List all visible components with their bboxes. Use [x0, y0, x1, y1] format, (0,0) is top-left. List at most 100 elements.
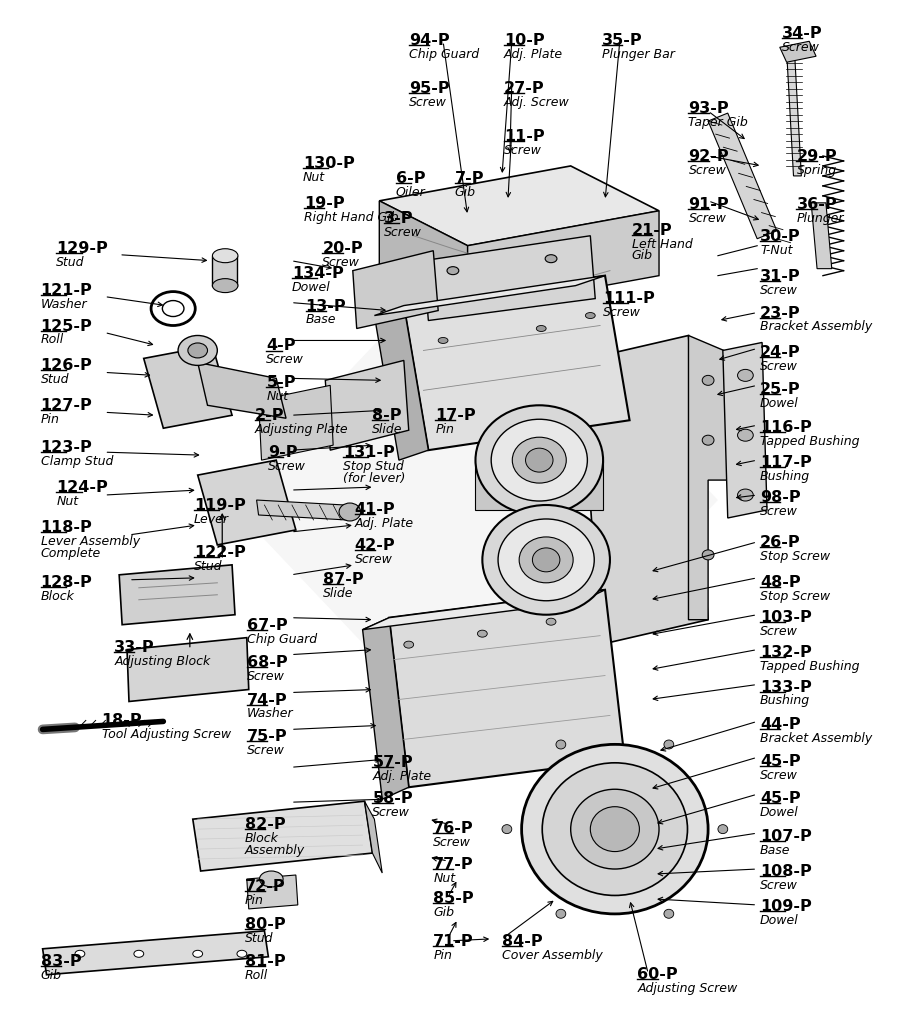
Text: Stop Screw: Stop Screw — [760, 590, 831, 603]
Text: 111-P: 111-P — [603, 290, 655, 306]
Text: 20-P: 20-P — [322, 241, 363, 256]
Text: 36-P: 36-P — [796, 197, 837, 212]
Text: 132-P: 132-P — [760, 645, 812, 659]
Text: Nut: Nut — [302, 171, 325, 184]
Text: 26-P: 26-P — [760, 535, 801, 550]
Polygon shape — [42, 931, 268, 975]
Text: 41-P: 41-P — [355, 502, 395, 517]
Ellipse shape — [237, 950, 247, 958]
Text: Slide: Slide — [323, 587, 354, 600]
Text: Stop Screw: Stop Screw — [760, 550, 831, 563]
Text: 84-P: 84-P — [502, 934, 543, 948]
Text: Stud: Stud — [194, 560, 222, 572]
Polygon shape — [198, 363, 286, 418]
Text: 19-P: 19-P — [303, 196, 345, 211]
Ellipse shape — [188, 343, 208, 358]
Text: 42-P: 42-P — [355, 538, 395, 553]
Text: Adjusting Screw: Adjusting Screw — [637, 982, 738, 994]
Text: 7-P: 7-P — [454, 171, 484, 186]
Text: 60-P: 60-P — [637, 967, 678, 982]
Text: Lever Assembly: Lever Assembly — [40, 535, 140, 548]
Text: 118-P: 118-P — [40, 520, 93, 535]
Text: 45-P: 45-P — [760, 791, 801, 806]
Text: Nut: Nut — [266, 390, 289, 404]
Text: 8-P: 8-P — [373, 408, 402, 423]
Text: 24-P: 24-P — [760, 345, 801, 361]
Text: 126-P: 126-P — [40, 359, 93, 373]
Text: Screw: Screw — [247, 669, 284, 683]
Text: Screw: Screw — [373, 806, 410, 820]
Polygon shape — [353, 250, 438, 328]
Text: Tapped Bushing: Tapped Bushing — [760, 659, 860, 672]
Text: Screw: Screw — [782, 41, 820, 54]
Text: Screw: Screw — [760, 770, 798, 782]
Text: 93-P: 93-P — [688, 101, 729, 117]
Text: 74-P: 74-P — [247, 693, 287, 707]
Text: Pin: Pin — [436, 423, 454, 436]
Text: Screw: Screw — [433, 836, 471, 849]
Text: 2-P: 2-P — [255, 408, 284, 423]
Ellipse shape — [533, 548, 560, 572]
Ellipse shape — [526, 449, 553, 472]
Ellipse shape — [522, 744, 708, 914]
Polygon shape — [379, 201, 468, 311]
Text: Screw: Screw — [760, 361, 798, 373]
Text: Roll: Roll — [40, 333, 64, 346]
Text: Screw: Screw — [384, 226, 422, 239]
Text: 128-P: 128-P — [40, 574, 93, 590]
Text: Screw: Screw — [760, 624, 798, 638]
Ellipse shape — [542, 762, 688, 895]
Text: Adjusting Block: Adjusting Block — [114, 654, 211, 667]
Ellipse shape — [482, 505, 610, 614]
Text: Screw: Screw — [760, 283, 798, 296]
Text: Dowel: Dowel — [760, 398, 799, 410]
Text: Pin: Pin — [433, 948, 452, 962]
Text: Assembly: Assembly — [245, 844, 305, 856]
Ellipse shape — [75, 950, 85, 958]
Polygon shape — [258, 385, 333, 460]
Ellipse shape — [404, 641, 414, 648]
Text: 3-P: 3-P — [384, 211, 414, 226]
Text: Pin: Pin — [40, 413, 59, 426]
Text: Stud: Stud — [40, 373, 69, 386]
Text: 125-P: 125-P — [40, 319, 93, 333]
Text: 82-P: 82-P — [245, 818, 285, 832]
Polygon shape — [526, 809, 703, 849]
Text: 94-P: 94-P — [409, 34, 449, 48]
Text: 67-P: 67-P — [247, 617, 287, 633]
Text: 31-P: 31-P — [760, 269, 801, 284]
Text: 11-P: 11-P — [504, 129, 544, 144]
Text: 131-P: 131-P — [343, 446, 395, 460]
Text: 27-P: 27-P — [504, 81, 544, 96]
Text: 30-P: 30-P — [760, 229, 801, 244]
Polygon shape — [787, 51, 801, 176]
Polygon shape — [247, 875, 298, 909]
Text: 134-P: 134-P — [292, 266, 344, 281]
Text: Bushing: Bushing — [760, 470, 810, 483]
Text: 117-P: 117-P — [760, 455, 812, 470]
Text: T-Nut: T-Nut — [760, 243, 793, 257]
Text: 77-P: 77-P — [433, 857, 474, 872]
Ellipse shape — [545, 254, 557, 263]
Text: Adj. Plate: Adj. Plate — [504, 48, 563, 61]
Text: Nut: Nut — [433, 872, 455, 885]
Text: Right Hand Gib: Right Hand Gib — [303, 211, 398, 224]
Text: Screw: Screw — [322, 256, 360, 269]
Polygon shape — [424, 236, 595, 321]
Polygon shape — [708, 113, 777, 239]
Text: Plunger: Plunger — [796, 212, 844, 225]
Text: Screw: Screw — [247, 744, 284, 757]
Text: 80-P: 80-P — [245, 917, 285, 932]
Text: Stud: Stud — [57, 256, 85, 269]
Text: Stud: Stud — [245, 932, 274, 944]
Text: 57-P: 57-P — [373, 755, 413, 771]
Text: 119-P: 119-P — [194, 498, 246, 513]
Text: 58-P: 58-P — [373, 791, 413, 806]
Text: Adj. Plate: Adj. Plate — [373, 771, 431, 783]
Ellipse shape — [738, 429, 753, 442]
Polygon shape — [580, 335, 708, 645]
Ellipse shape — [546, 618, 556, 625]
Text: 68-P: 68-P — [247, 655, 287, 669]
Text: 121-P: 121-P — [40, 283, 93, 297]
Text: 124-P: 124-P — [57, 480, 108, 495]
